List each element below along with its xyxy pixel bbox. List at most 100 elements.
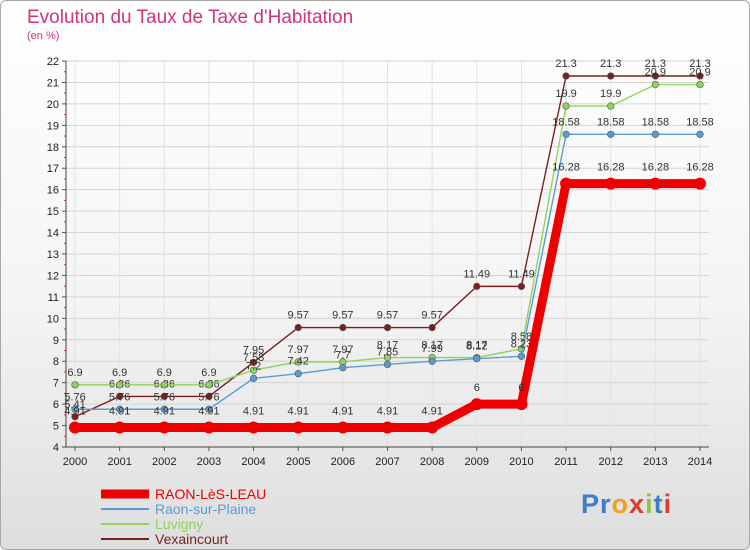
data-label: 11.49 [508,268,535,280]
data-label: 6 [518,382,524,394]
data-point [202,421,215,434]
data-point [116,392,124,400]
legend-label: Vexaincourt [155,531,228,547]
data-label: 9.57 [377,310,398,322]
data-label: 9.57 [288,310,309,322]
data-point [383,360,392,369]
data-label: 7.7 [335,350,350,362]
data-label: 16.28 [597,162,625,174]
legend-label: RAON-LèS-LEAU [155,486,266,502]
data-label: 16.28 [686,162,714,174]
y-tick-label: 14 [47,228,59,240]
x-tick-label: 2002 [152,456,176,468]
logo-letter: r [600,489,612,519]
data-label: 4.91 [198,405,219,417]
data-point [160,381,168,389]
x-tick-label: 2014 [688,456,712,468]
data-point [473,282,481,290]
data-point [696,72,704,80]
data-point [71,381,79,389]
data-point [249,366,258,374]
data-point [116,405,124,413]
data-point [294,358,302,366]
data-point [292,421,305,434]
x-tick-label: 2013 [643,456,667,468]
data-point [205,405,213,413]
data-point [473,355,481,363]
data-label: 9.57 [332,310,353,322]
data-point [249,374,258,382]
y-tick-label: 16 [47,185,59,197]
data-label: 18.58 [597,116,625,128]
y-tick-label: 20 [47,99,59,111]
data-point [294,370,302,378]
y-tick-label: 11 [48,292,59,304]
data-label: 7.99 [421,343,442,355]
data-point [249,358,258,366]
page-title: Evolution du Taux de Taxe d'Habitation [27,7,354,28]
data-label: 8.17 [377,340,398,352]
legend-label: Raon-sur-Plaine [155,501,256,517]
data-label: 6.9 [201,367,216,379]
y-tick-label: 21 [47,77,59,89]
data-label: 4.91 [154,405,175,417]
data-point [247,421,260,434]
data-label: 8.58 [511,331,532,343]
data-point [651,80,659,89]
data-label: 20.9 [689,67,710,79]
data-label: 8.17 [421,340,442,352]
y-tick-label: 15 [47,206,59,218]
logo-letter: i [645,489,654,519]
data-label: 4.91 [332,405,353,417]
y-tick-label: 8 [53,356,59,368]
data-label: 9.57 [421,310,442,322]
y-tick-label: 13 [47,249,59,261]
data-point [113,421,126,434]
data-point [339,364,347,372]
y-tick-label: 17 [47,163,59,175]
data-label: 6 [474,382,480,394]
data-point [607,102,615,110]
y-tick-label: 18 [47,142,59,154]
data-label: 8.17 [466,340,487,352]
data-label: 8.23 [511,338,532,350]
data-label: 5.76 [198,391,219,403]
data-point [560,177,573,190]
x-tick-label: 2006 [331,456,355,468]
data-label: 4.91 [64,405,85,417]
data-label: 4.91 [288,405,309,417]
legend-label: Luvigny [155,516,203,532]
y-tick-label: 4 [53,442,59,454]
x-tick-label: 2012 [598,456,622,468]
data-point [339,323,347,332]
data-point [428,357,436,365]
data-point [160,392,168,400]
data-label: 18.58 [552,116,580,128]
data-label: 5.76 [64,391,85,403]
data-point [607,72,615,80]
data-label: 4.91 [421,405,442,417]
data-label: 6.9 [157,367,172,379]
data-point [428,323,436,332]
data-point [562,130,570,138]
data-point [607,130,615,138]
y-tick-label: 9 [53,335,59,347]
data-label: 5.41 [64,399,85,411]
y-tick-label: 12 [47,270,59,282]
unit-label: (en %) [27,30,60,42]
logo-letter: t [653,489,664,519]
data-label: 6.9 [67,367,82,379]
data-label: 16.28 [552,162,580,174]
data-point [205,392,213,400]
y-tick-label: 10 [47,313,59,325]
data-point [69,421,81,434]
data-label: 7.42 [288,356,309,368]
data-label: 19.9 [555,88,576,100]
x-tick-label: 2009 [465,456,489,468]
data-point [562,102,570,110]
data-label: 8.12 [466,341,487,353]
data-label: 6.9 [112,367,127,379]
data-point [160,405,168,413]
data-label: 4.91 [377,405,398,417]
